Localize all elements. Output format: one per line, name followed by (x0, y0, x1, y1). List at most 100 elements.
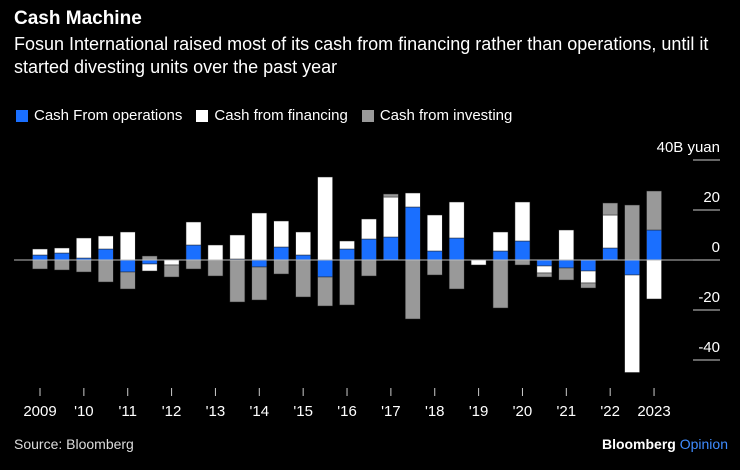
bar-2015H1-cash-from-investing (295, 259, 311, 298)
source-note: Source: Bloomberg (14, 436, 134, 452)
bar-2011H2-cash-from-investing (141, 255, 158, 261)
brand-name: Bloomberg (601, 436, 676, 452)
bar-2012H2-cash-from-investing (185, 259, 202, 270)
bar-2021H1-cash-from-operations (558, 259, 575, 269)
bar-2013H2-cash-from-investing (229, 259, 246, 303)
legend-swatch-operations (16, 109, 28, 122)
bar-2022H2-cash-from-investing (624, 204, 640, 261)
bar-2010H1-cash-from-investing (76, 259, 92, 273)
legend-label: Cash from financing (214, 107, 348, 124)
x-tick-label: 2009 (23, 403, 56, 420)
x-tick-label: '11 (119, 403, 137, 420)
bar-2016H1-cash-from-financing (339, 240, 355, 250)
bar-2020H2-cash-from-financing (536, 265, 553, 274)
bar-2016H2-cash-from-operations (361, 238, 377, 261)
bar-2019H2-cash-from-investing (492, 259, 509, 309)
x-tick-label: '16 (337, 403, 357, 420)
bar-2019H2-cash-from-financing (492, 231, 509, 252)
bar-2013H1-cash-from-financing (207, 244, 224, 261)
bar-2018H2-cash-from-operations (448, 237, 465, 261)
bar-2011H1-cash-from-operations (119, 259, 136, 273)
bar-2013H1-cash-from-investing (207, 259, 224, 277)
legend-item-operations: Cash From operations (16, 107, 182, 124)
x-tick-label: '10 (74, 403, 94, 420)
bar-2009H1-cash-from-financing (32, 248, 48, 256)
bar-2016H1-cash-from-investing (339, 259, 355, 306)
legend-swatch-investing (361, 109, 374, 122)
bar-2020H1-cash-from-financing (514, 201, 531, 242)
bar-2018H2-cash-from-financing (448, 201, 465, 239)
bar-2021H2-cash-from-financing (580, 270, 596, 284)
bar-2022H2-cash-from-operations (624, 259, 640, 276)
bar-2021H2-cash-from-operations (580, 259, 596, 272)
bar-2022H1-cash-from-investing (602, 202, 618, 216)
bar-2016H2-cash-from-financing (361, 218, 377, 240)
bar-2017H2-cash-from-operations (405, 206, 421, 261)
bar-2014H2-cash-from-operations (273, 246, 289, 261)
bar-2014H2-cash-from-investing (273, 259, 289, 275)
bar-2011H1-cash-from-financing (119, 231, 136, 261)
legend-label: Cash From operations (34, 107, 183, 124)
bar-2020H2-cash-from-operations (536, 259, 553, 267)
x-tick-label: '22 (600, 403, 620, 420)
bar-2015H2-cash-from-operations (317, 259, 333, 278)
bar-2009H2-cash-from-investing (54, 259, 70, 271)
bar-2011H2-cash-from-financing (141, 263, 158, 272)
bar-2016H2-cash-from-investing (361, 259, 377, 277)
bar-2017H1-cash-from-operations (383, 236, 399, 261)
bar-2015H1-cash-from-operations (295, 254, 311, 261)
bar-2010H2-cash-from-investing (98, 259, 114, 283)
bar-2009H2-cash-from-financing (54, 247, 70, 254)
x-tick-label: '14 (250, 403, 270, 420)
x-tick-label: 2023 (637, 403, 670, 420)
legend-swatch-financing (196, 109, 209, 122)
brand-logo: Bloomberg Opinion (602, 436, 728, 452)
x-tick-label: '21 (557, 403, 577, 420)
x-tick-label: '15 (293, 403, 313, 420)
x-tick-label: '13 (206, 403, 226, 420)
bar-2011H2-cash-from-operations (141, 259, 158, 265)
bar-2023H1-cash-from-operations (646, 229, 662, 261)
legend: Cash From operations Cash from financing… (16, 107, 512, 124)
bar-2014H1-cash-from-investing (251, 266, 268, 301)
bar-2021H1-cash-from-investing (558, 267, 575, 281)
bar-2015H1-cash-from-financing (295, 231, 311, 256)
bar-2014H2-cash-from-financing (273, 220, 289, 248)
x-tick-label: '17 (381, 403, 401, 420)
bar-2017H2-cash-from-investing (405, 259, 421, 320)
bar-2020H2-cash-from-investing (536, 272, 553, 278)
bar-2022H2-cash-from-financing (624, 274, 640, 373)
bar-2017H2-cash-from-financing (405, 192, 421, 208)
bar-2009H1-cash-from-operations (32, 254, 48, 261)
bar-2012H1-cash-from-financing (163, 259, 180, 266)
bar-2012H1-cash-from-investing (163, 264, 180, 278)
bar-2012H2-cash-from-operations (185, 244, 202, 261)
bar-2019H2-cash-from-operations (492, 250, 509, 261)
bar-2019H1-cash-from-financing (470, 259, 487, 266)
y-tick-label: -20 (698, 289, 720, 306)
bar-2018H1-cash-from-operations (426, 250, 443, 261)
bar-2022H1-cash-from-operations (602, 247, 618, 261)
bar-2021H1-cash-from-financing (558, 229, 575, 261)
chart-title: Cash Machine (14, 8, 142, 29)
y-tick-label: 0 (712, 239, 720, 256)
bar-2020H1-cash-from-operations (514, 240, 531, 261)
x-tick-label: '12 (162, 403, 182, 420)
bar-2009H1-cash-from-investing (32, 259, 48, 270)
bar-2012H2-cash-from-financing (185, 221, 202, 246)
bar-2016H1-cash-from-operations (339, 248, 355, 261)
chart-subtitle: Fosun International raised most of its c… (14, 34, 709, 77)
x-tick-label: '19 (469, 403, 489, 420)
bar-2013H2-cash-from-financing (229, 234, 246, 260)
bar-2023H1-cash-from-financing (646, 259, 662, 300)
bar-2018H1-cash-from-investing (426, 259, 443, 276)
bar-2018H2-cash-from-investing (448, 259, 465, 290)
legend-label: Cash from investing (379, 107, 513, 124)
bar-2015H2-cash-from-financing (317, 176, 333, 261)
legend-item-investing: Cash from investing (361, 107, 513, 124)
y-tick-label: -40 (698, 339, 720, 356)
bar-2023H1-cash-from-investing (646, 190, 662, 231)
bar-2014H1-cash-from-financing (251, 212, 268, 261)
x-tick-label: '20 (513, 403, 533, 420)
bar-2015H2-cash-from-investing (317, 276, 333, 307)
